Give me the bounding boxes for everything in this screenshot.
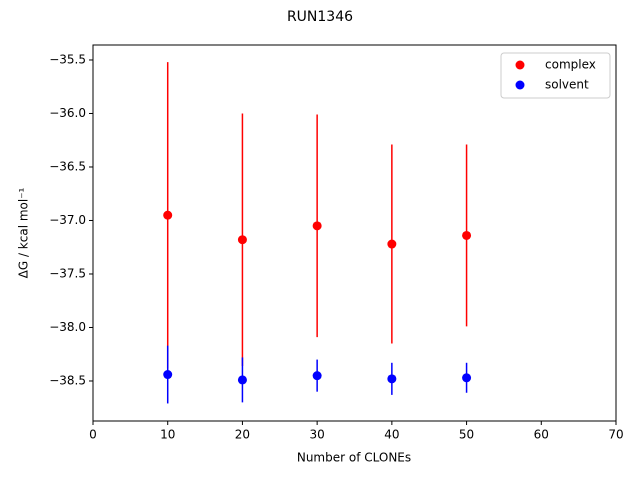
y-tick-label: −36.5 [49, 159, 86, 173]
x-tick-label: 10 [160, 428, 175, 442]
legend-label: solvent [545, 78, 589, 92]
legend-marker [515, 80, 525, 90]
x-tick-label: 60 [534, 428, 549, 442]
y-tick-label: −38.0 [49, 320, 86, 334]
y-axis-label: ΔG / kcal mol⁻¹ [17, 187, 31, 278]
point [462, 230, 472, 240]
axes-frame [92, 44, 617, 422]
x-tick-label: 70 [608, 428, 623, 442]
point [312, 221, 322, 231]
x-tick-label: 50 [459, 428, 474, 442]
y-tick-label: −37.0 [49, 213, 86, 227]
point [462, 373, 472, 383]
point [237, 235, 247, 245]
x-tick-label: 20 [235, 428, 250, 442]
legend-label: complex [545, 58, 596, 72]
legend-box [500, 52, 611, 99]
point [387, 374, 397, 384]
point [237, 375, 247, 385]
point [163, 370, 173, 380]
y-tick-label: −38.5 [49, 373, 86, 387]
point [312, 371, 322, 381]
legend-marker [515, 60, 525, 70]
x-tick-label: 30 [310, 428, 325, 442]
y-tick-label: −37.5 [49, 266, 86, 280]
x-axis-label: Number of CLONEs [297, 451, 411, 465]
point [387, 239, 397, 249]
y-tick-label: −35.5 [49, 52, 86, 66]
chart-title: RUN1346 [287, 9, 353, 25]
x-tick-label: 0 [89, 428, 97, 442]
y-tick-label: −36.0 [49, 106, 86, 120]
x-tick-label: 40 [384, 428, 399, 442]
point [163, 210, 173, 220]
